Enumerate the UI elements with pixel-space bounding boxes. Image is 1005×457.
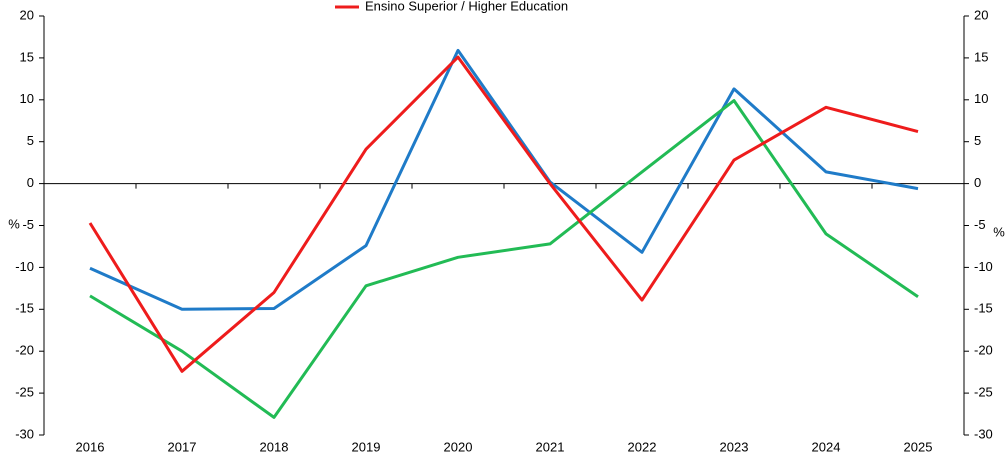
y-tick-label: 5 (27, 133, 34, 148)
legend-label: Ensino Superior / Higher Education (365, 0, 568, 13)
x-tick-label: 2020 (444, 439, 473, 454)
x-tick-label: 2021 (536, 439, 565, 454)
y2-tick-label: -10 (974, 259, 993, 274)
y-tick-label: 0 (27, 175, 34, 190)
y2-tick-label: -30 (974, 426, 993, 441)
series-line (89, 99, 919, 419)
y-axis-label: % (8, 216, 20, 231)
y-tick-label: -5 (22, 217, 34, 232)
y-tick-label: 15 (20, 49, 34, 64)
y-tick-label: -25 (15, 385, 34, 400)
x-tick-label: 2019 (352, 439, 381, 454)
x-tick-label: 2024 (812, 439, 841, 454)
y-tick-label: 10 (20, 91, 34, 106)
y-tick-label: -20 (15, 343, 34, 358)
x-tick-label: 2025 (904, 439, 933, 454)
series-line (89, 48, 919, 311)
y2-axis-label: % (993, 224, 1005, 239)
x-tick-label: 2023 (720, 439, 749, 454)
y2-tick-label: 5 (974, 133, 981, 148)
y2-tick-label: -15 (974, 301, 993, 316)
y2-tick-label: 0 (974, 175, 981, 190)
x-tick-label: 2016 (76, 439, 105, 454)
y-tick-label: -10 (15, 259, 34, 274)
y2-tick-label: -5 (974, 217, 986, 232)
y2-tick-label: 15 (974, 49, 988, 64)
x-tick-label: 2018 (260, 439, 289, 454)
x-tick-label: 2022 (628, 439, 657, 454)
series-line (88, 55, 919, 373)
y2-tick-label: 10 (974, 91, 988, 106)
y-tick-label: 20 (20, 7, 34, 22)
y2-tick-label: 20 (974, 7, 988, 22)
y2-tick-label: -25 (974, 385, 993, 400)
x-tick-label: 2017 (168, 439, 197, 454)
y-tick-label: -30 (15, 426, 34, 441)
y2-tick-label: -20 (974, 343, 993, 358)
y-tick-label: -15 (15, 301, 34, 316)
